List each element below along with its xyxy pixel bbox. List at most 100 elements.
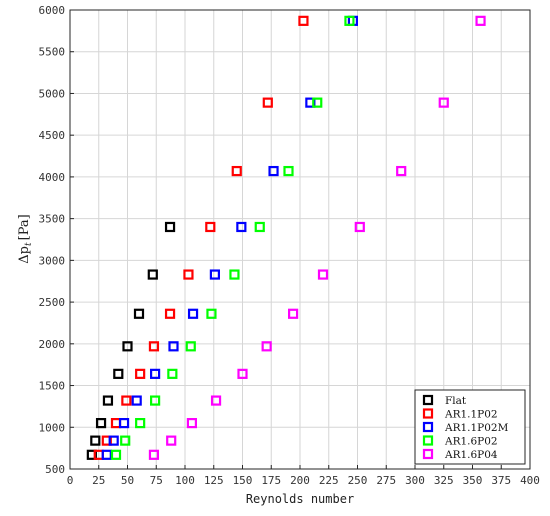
data-point bbox=[147, 269, 158, 280]
data-point bbox=[229, 269, 240, 280]
data-point bbox=[262, 97, 273, 108]
data-point bbox=[254, 221, 265, 233]
data-point bbox=[236, 221, 247, 233]
data-point bbox=[354, 221, 365, 233]
data-point bbox=[186, 418, 197, 429]
x-tick-label: 0 bbox=[67, 474, 74, 487]
y-tick-label: 5000 bbox=[39, 87, 66, 100]
y-tick-label: 2000 bbox=[39, 338, 66, 351]
data-point bbox=[148, 449, 160, 460]
data-point bbox=[288, 308, 299, 319]
legend-swatch bbox=[422, 421, 434, 433]
x-tick-label: 375 bbox=[491, 474, 511, 487]
data-point bbox=[317, 269, 329, 280]
legend-label: AR1.1P02 bbox=[444, 409, 498, 421]
legend-swatch bbox=[422, 448, 434, 460]
y-tick-label: 2500 bbox=[39, 296, 66, 309]
data-point bbox=[166, 435, 177, 446]
x-tick-label: 25 bbox=[92, 474, 105, 487]
series-ar1-6p02 bbox=[110, 15, 355, 460]
data-point bbox=[261, 341, 272, 352]
x-tick-label: 50 bbox=[121, 474, 134, 487]
x-tick-label: 325 bbox=[434, 474, 454, 487]
y-tick-label: 3000 bbox=[39, 254, 66, 267]
legend-box bbox=[414, 389, 526, 465]
x-tick-label: 125 bbox=[204, 474, 224, 487]
y-tick-label: 500 bbox=[45, 463, 65, 476]
data-point bbox=[135, 368, 146, 379]
x-tick-label: 175 bbox=[261, 474, 281, 487]
y-axis-title-unit: [Pa] bbox=[17, 214, 32, 240]
data-point bbox=[133, 308, 145, 319]
legend-label: AR1.6P04 bbox=[444, 449, 498, 461]
data-point bbox=[168, 341, 179, 352]
series-ar1-1p02 bbox=[93, 15, 309, 460]
data-point bbox=[185, 341, 196, 352]
data-point bbox=[206, 308, 217, 319]
x-tick-label: 75 bbox=[150, 474, 163, 487]
y-tick-label: 4000 bbox=[39, 171, 66, 184]
series-flat bbox=[86, 221, 176, 460]
data-point bbox=[312, 97, 323, 108]
data-point bbox=[164, 221, 176, 233]
y-tick-label: 6000 bbox=[39, 4, 66, 17]
x-tick-label: 100 bbox=[175, 474, 195, 487]
data-point bbox=[102, 395, 114, 406]
data-point bbox=[108, 435, 119, 446]
y-tick-label: 4500 bbox=[39, 129, 66, 142]
data-point bbox=[187, 308, 199, 319]
data-point bbox=[475, 15, 486, 26]
data-point bbox=[237, 368, 248, 379]
y-axis-title-symbol: Δp bbox=[17, 246, 32, 264]
x-tick-label: 150 bbox=[233, 474, 253, 487]
x-axis-title: Reynolds number bbox=[246, 492, 354, 506]
y-tick-label: 3500 bbox=[39, 213, 66, 226]
data-point bbox=[101, 435, 112, 446]
data-point bbox=[209, 269, 220, 280]
data-point bbox=[90, 435, 101, 446]
y-axis-title: Δpt [Pa] bbox=[17, 214, 34, 263]
series-ar1-1p02m bbox=[101, 15, 358, 460]
data-point bbox=[150, 368, 161, 379]
y-tick-label: 1500 bbox=[39, 380, 66, 393]
data-point bbox=[438, 97, 449, 108]
data-point bbox=[231, 165, 242, 177]
x-tick-label: 350 bbox=[463, 474, 483, 487]
legend-swatch bbox=[422, 435, 434, 446]
data-point bbox=[298, 15, 309, 26]
data-point bbox=[344, 15, 355, 26]
data-point bbox=[150, 395, 161, 406]
legend-label: AR1.6P02 bbox=[444, 436, 498, 448]
data-point bbox=[396, 165, 407, 177]
data-point bbox=[122, 341, 133, 352]
data-point bbox=[283, 165, 294, 177]
legend-swatch bbox=[422, 394, 434, 406]
series-ar1-6p04 bbox=[148, 15, 486, 460]
x-tick-label: 300 bbox=[405, 474, 425, 487]
data-point bbox=[110, 449, 122, 460]
legend-swatch bbox=[422, 408, 434, 419]
grid-lines bbox=[70, 10, 530, 469]
data-point bbox=[113, 368, 124, 379]
data-point bbox=[205, 221, 216, 233]
legend-label: AR1.1P02M bbox=[444, 422, 509, 434]
y-axis-title-subscript: t bbox=[24, 242, 34, 246]
data-point bbox=[268, 165, 279, 177]
data-point bbox=[183, 269, 194, 280]
y-tick-label: 1000 bbox=[39, 421, 66, 434]
x-tick-label: 225 bbox=[319, 474, 339, 487]
x-tick-label: 275 bbox=[376, 474, 396, 487]
data-point bbox=[101, 449, 112, 460]
data-point bbox=[305, 97, 316, 108]
y-tick-label: 5500 bbox=[39, 46, 66, 59]
x-tick-label: 250 bbox=[348, 474, 368, 487]
x-tick-label: 400 bbox=[520, 474, 540, 487]
data-point bbox=[131, 395, 142, 406]
data-point bbox=[120, 435, 131, 446]
data-point bbox=[118, 418, 130, 429]
svg-text:Δpt[Pa]: Δpt [Pa] bbox=[17, 214, 34, 263]
data-markers bbox=[86, 15, 486, 460]
data-point bbox=[135, 418, 146, 429]
